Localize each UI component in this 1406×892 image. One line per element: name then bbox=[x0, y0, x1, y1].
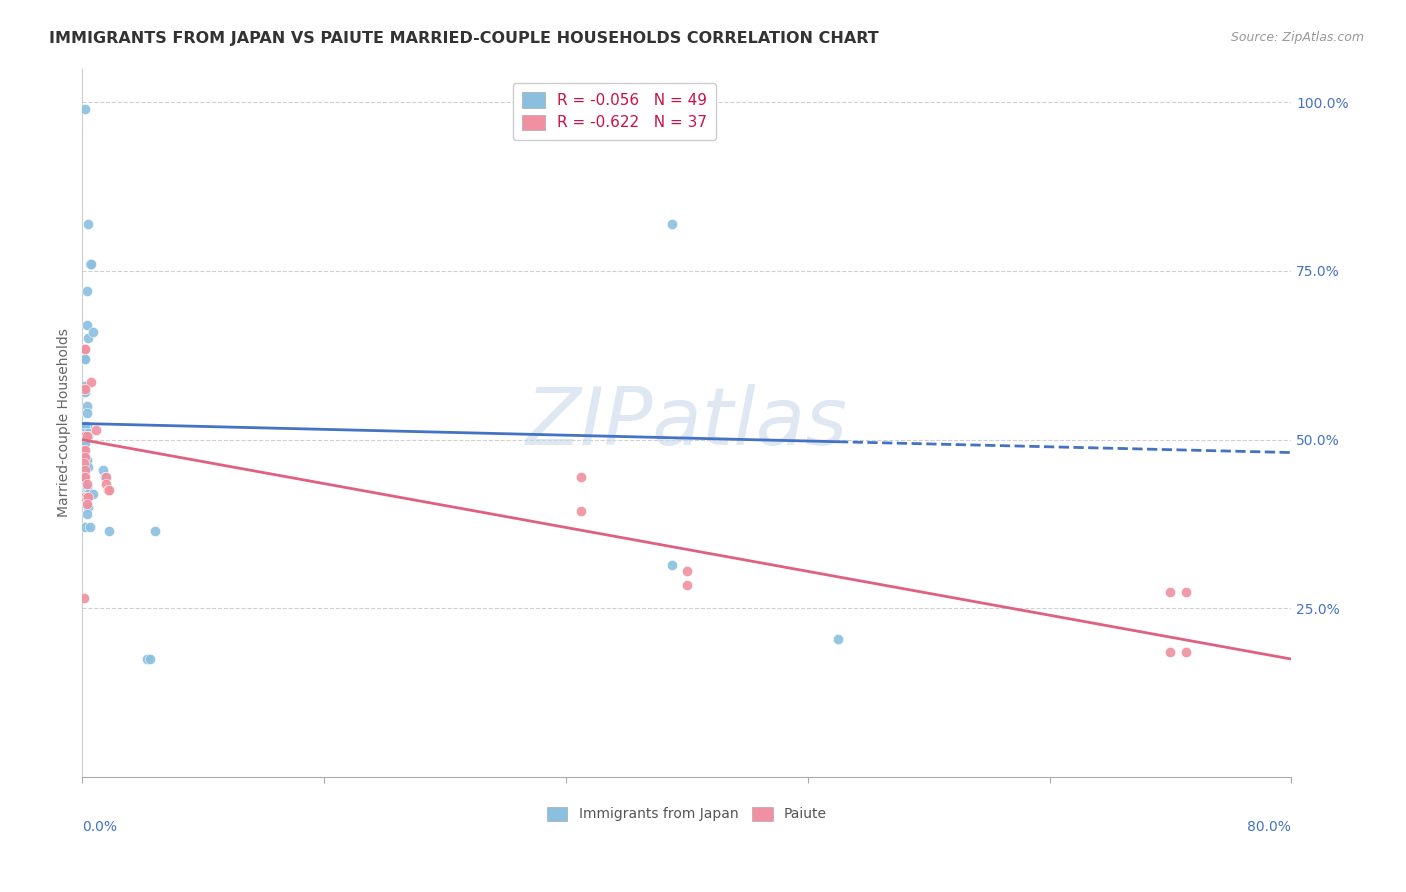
Point bbox=[98, 483, 121, 498]
Point bbox=[77, 425, 100, 440]
Point bbox=[75, 342, 97, 356]
Point bbox=[77, 486, 100, 500]
Point bbox=[76, 490, 98, 504]
Point bbox=[675, 565, 697, 579]
Point bbox=[75, 459, 97, 474]
Text: Source: ZipAtlas.com: Source: ZipAtlas.com bbox=[1230, 31, 1364, 45]
Point bbox=[73, 419, 96, 434]
Point bbox=[75, 102, 97, 116]
Point bbox=[76, 507, 98, 521]
Point bbox=[73, 351, 96, 366]
Point bbox=[75, 419, 97, 434]
Point bbox=[96, 476, 118, 491]
Point bbox=[77, 429, 100, 443]
Point bbox=[73, 490, 96, 504]
Point bbox=[75, 490, 97, 504]
Point bbox=[75, 382, 97, 396]
Point bbox=[76, 497, 98, 511]
Point bbox=[139, 652, 162, 666]
Point bbox=[75, 486, 97, 500]
Point bbox=[75, 470, 97, 484]
Y-axis label: Married-couple Households: Married-couple Households bbox=[58, 328, 72, 517]
Point bbox=[73, 473, 96, 487]
Point bbox=[79, 520, 101, 534]
Point bbox=[75, 429, 97, 443]
Point bbox=[76, 419, 98, 434]
Text: 0.0%: 0.0% bbox=[83, 820, 117, 834]
Point bbox=[79, 257, 101, 271]
Point bbox=[73, 591, 96, 606]
Point bbox=[75, 450, 97, 464]
Point bbox=[73, 442, 96, 457]
Point bbox=[73, 429, 96, 443]
Point bbox=[82, 486, 104, 500]
Point bbox=[73, 442, 96, 457]
Point bbox=[75, 351, 97, 366]
Point bbox=[77, 490, 100, 504]
Point bbox=[73, 342, 96, 356]
Point bbox=[73, 378, 96, 392]
Point bbox=[76, 480, 98, 494]
Point bbox=[76, 429, 98, 443]
Point bbox=[73, 470, 96, 484]
Point bbox=[661, 217, 683, 231]
Text: IMMIGRANTS FROM JAPAN VS PAIUTE MARRIED-COUPLE HOUSEHOLDS CORRELATION CHART: IMMIGRANTS FROM JAPAN VS PAIUTE MARRIED-… bbox=[49, 31, 879, 46]
Point bbox=[76, 399, 98, 413]
Point bbox=[143, 524, 166, 538]
Point bbox=[93, 463, 115, 477]
Point bbox=[661, 558, 683, 572]
Point bbox=[73, 450, 96, 464]
Point bbox=[569, 503, 592, 517]
Point bbox=[73, 425, 96, 440]
Point bbox=[75, 429, 97, 443]
Point bbox=[1174, 645, 1197, 659]
Point bbox=[1159, 584, 1181, 599]
Point bbox=[98, 524, 121, 538]
Point bbox=[77, 500, 100, 515]
Point bbox=[73, 436, 96, 450]
Point bbox=[77, 217, 100, 231]
Point bbox=[73, 456, 96, 470]
Point bbox=[76, 486, 98, 500]
Point bbox=[80, 376, 103, 390]
Text: 80.0%: 80.0% bbox=[1247, 820, 1291, 834]
Point bbox=[77, 459, 100, 474]
Point bbox=[827, 632, 849, 646]
Point bbox=[76, 318, 98, 332]
Point bbox=[76, 476, 98, 491]
Point bbox=[77, 331, 100, 345]
Point bbox=[75, 520, 97, 534]
Point bbox=[1159, 645, 1181, 659]
Point bbox=[75, 442, 97, 457]
Point bbox=[76, 429, 98, 443]
Text: ZIPatlas: ZIPatlas bbox=[526, 384, 848, 462]
Point bbox=[84, 423, 107, 437]
Point bbox=[80, 257, 103, 271]
Point bbox=[76, 285, 98, 299]
Point bbox=[94, 470, 117, 484]
Point bbox=[569, 470, 592, 484]
Legend: Immigrants from Japan, Paiute: Immigrants from Japan, Paiute bbox=[541, 801, 832, 827]
Point bbox=[73, 382, 96, 396]
Point bbox=[675, 578, 697, 592]
Point bbox=[73, 342, 96, 356]
Point bbox=[75, 385, 97, 400]
Point bbox=[75, 463, 97, 477]
Point bbox=[75, 436, 97, 450]
Point bbox=[96, 470, 118, 484]
Point bbox=[136, 652, 159, 666]
Point bbox=[97, 483, 120, 498]
Point bbox=[82, 325, 104, 339]
Point bbox=[76, 406, 98, 420]
Point bbox=[73, 385, 96, 400]
Point bbox=[73, 429, 96, 443]
Point bbox=[1174, 584, 1197, 599]
Point bbox=[76, 453, 98, 467]
